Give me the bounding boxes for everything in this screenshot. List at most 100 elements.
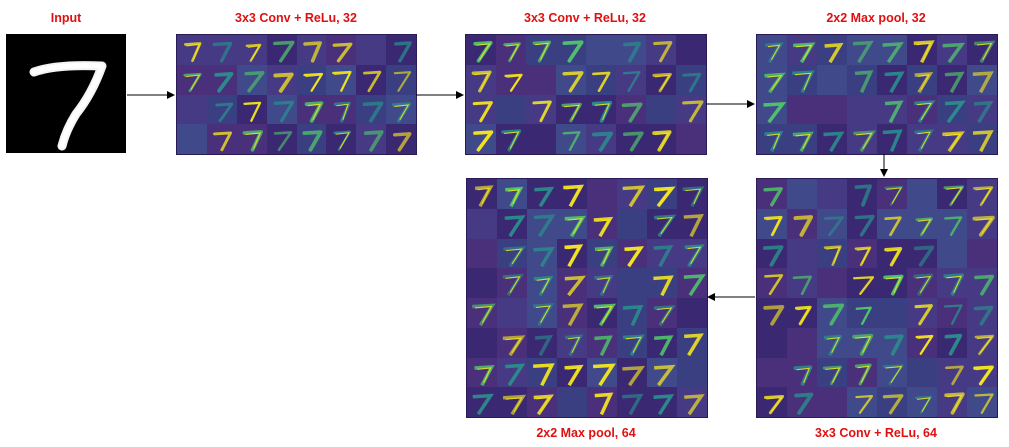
feature-map-tile [967,94,997,125]
feature-map-glyph [944,100,966,123]
feature-map-glyph [334,101,352,122]
pool1-label: 2x2 Max pool, 32 [826,11,926,25]
feature-map-tile [676,64,706,95]
feature-map-glyph [654,186,676,208]
feature-map-tile [177,94,207,125]
feature-map-tile [326,64,357,95]
feature-map-tile [617,387,647,417]
feature-map-glyph [564,334,584,356]
feature-map-glyph [593,303,617,327]
feature-map-glyph [763,215,783,236]
feature-map-tile [497,268,527,298]
feature-map-tile [907,238,937,269]
feature-map-tile [616,35,646,65]
feature-map-tile [847,238,877,269]
feature-map-tile [617,357,647,388]
feature-map-glyph [682,99,704,122]
feature-map-tile [847,298,877,328]
feature-map-glyph [364,130,384,152]
feature-map-glyph [593,216,614,237]
feature-map-glyph [974,393,994,415]
feature-map-glyph [883,274,904,296]
feature-map-glyph [622,365,646,386]
feature-map-tile [967,208,997,239]
feature-map-tile [967,387,997,417]
feature-map-tile [586,94,616,125]
feature-map-glyph [884,185,904,206]
feature-map-tile [356,124,387,154]
feature-map-glyph [304,100,323,123]
feature-map-tile [587,327,617,358]
feature-map-tile [757,179,787,209]
feature-map-glyph [654,364,676,386]
feature-map-tile [527,179,557,209]
feature-map-glyph [617,209,647,239]
feature-map-glyph [684,394,705,416]
conv2-feature-grid [465,34,707,155]
feature-map-tile [907,208,937,239]
feature-map-tile [526,35,556,65]
feature-map-glyph [272,72,294,93]
feature-map-tile [817,357,847,388]
feature-map-tile [817,208,847,239]
feature-map-tile [817,387,847,417]
feature-map-glyph [467,239,497,269]
feature-map-tile [236,124,267,154]
feature-map-tile [557,238,587,269]
feature-map-glyph [682,186,705,208]
feature-map-tile [496,124,526,154]
feature-map-glyph [471,70,492,93]
feature-map-glyph [562,40,584,63]
feature-map-tile [817,268,847,298]
feature-map-glyph [564,215,587,237]
feature-map-tile [586,124,616,154]
feature-map-glyph [943,273,965,296]
feature-map-tile [847,94,877,125]
feature-map-glyph [794,305,812,326]
feature-map-tile [527,327,557,358]
feature-map-tile [757,64,787,95]
feature-map-glyph [676,124,706,154]
feature-map-tile [266,94,297,125]
feature-map-glyph [472,393,494,416]
feature-map-glyph [684,243,705,267]
feature-map-glyph [677,358,707,388]
feature-map-tile [967,64,997,95]
feature-map-glyph [245,43,262,62]
feature-map-tile [676,94,706,125]
feature-map-glyph [822,303,845,326]
feature-map-tile [937,64,967,95]
feature-map-tile [497,208,527,239]
feature-map-tile [877,268,907,298]
feature-map-glyph [533,246,555,267]
feature-map-glyph [533,394,555,416]
feature-map-glyph [793,42,816,64]
feature-map-glyph [533,276,554,297]
feature-map-glyph [212,41,233,63]
feature-map-tile [787,94,817,125]
feature-map-tile [907,179,937,209]
feature-map-glyph [787,328,817,358]
feature-map-tile [817,35,847,65]
feature-map-glyph [852,40,874,64]
feature-map-tile [937,238,967,269]
feature-map-tile [467,298,497,328]
feature-map-glyph [882,42,904,64]
feature-map-tile [556,64,586,95]
feature-map-tile [847,179,877,209]
feature-map-glyph [504,73,523,92]
feature-map-tile [206,124,237,154]
feature-map-glyph [913,273,934,296]
feature-map-tile [877,179,907,209]
feature-map-tile [937,124,967,154]
feature-map-tile [527,238,557,269]
feature-map-tile [586,35,616,65]
feature-map-glyph [502,274,524,297]
feature-map-glyph [757,358,787,388]
feature-map-tile [497,298,527,328]
feature-map-glyph [817,65,847,95]
feature-map-glyph [592,71,611,92]
feature-map-tile [556,94,586,125]
feature-map-glyph [944,333,963,356]
feature-map-glyph [474,364,495,386]
